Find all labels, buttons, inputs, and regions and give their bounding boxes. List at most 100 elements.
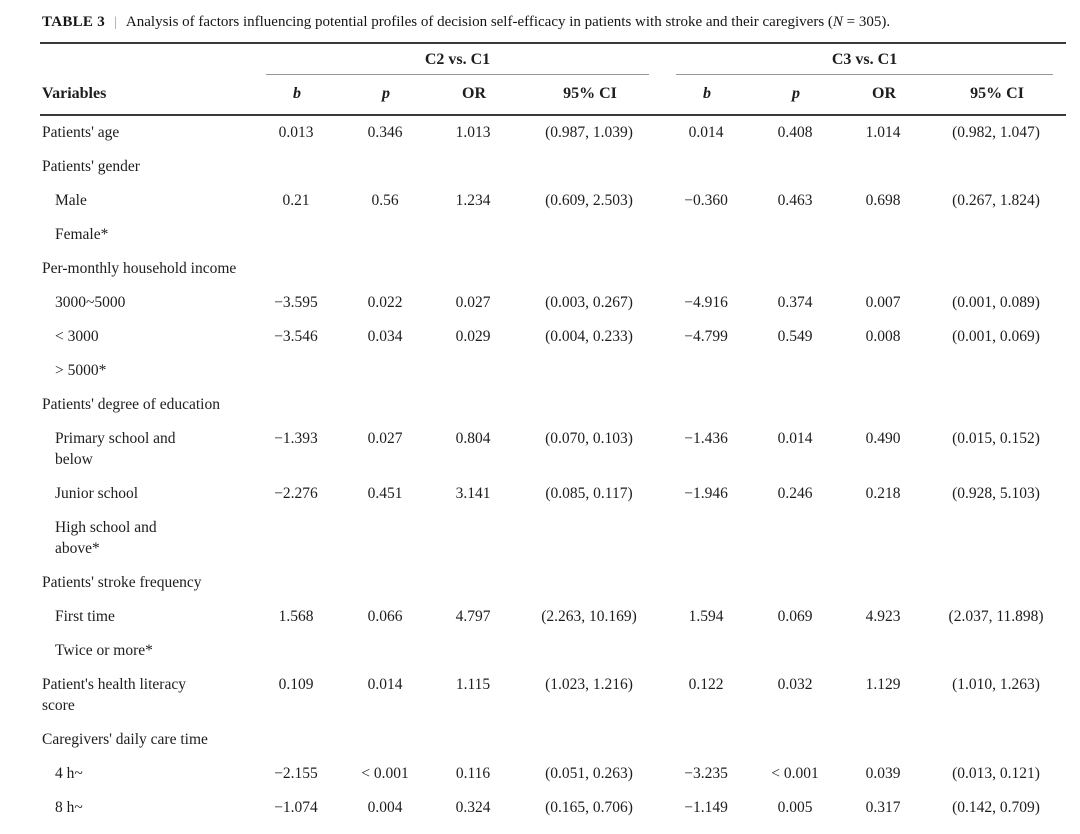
caption-separator: | <box>114 15 117 30</box>
value-cell <box>430 150 518 184</box>
value-cell <box>430 252 518 286</box>
value-cell <box>752 354 840 388</box>
value-cell <box>662 566 752 600</box>
value-cell <box>518 634 662 668</box>
variable-cell: Male <box>40 184 252 218</box>
table-caption: TABLE 3 | Analysis of factors influencing … <box>40 9 1066 42</box>
value-cell <box>928 150 1066 184</box>
col-header-ci-c3: 95% CI <box>928 76 1067 116</box>
value-cell: 0.346 <box>367 124 403 141</box>
value-cell <box>752 511 840 566</box>
variable-cell: 4 h~ <box>40 757 252 791</box>
value-cell: 1.234 <box>455 192 491 209</box>
value-cell <box>252 218 342 252</box>
group-header-c3: C3 vs. C1 <box>662 43 1066 76</box>
value-cell <box>752 150 840 184</box>
value-cell <box>840 252 928 286</box>
value-cell: −3.595 <box>274 294 318 311</box>
value-cell <box>840 218 928 252</box>
variable-label: Female* <box>55 226 109 243</box>
value-cell <box>252 566 342 600</box>
value-cell <box>342 511 430 566</box>
col-header-b-c3: b <box>662 76 753 116</box>
table-row: Patients' degree of education <box>40 388 1066 422</box>
value-cell: 1.129 <box>865 676 901 693</box>
table-row: Per-monthly household income <box>40 252 1066 286</box>
table-row: Patients' stroke frequency <box>40 566 1066 600</box>
value-cell: 3.141 <box>455 485 491 502</box>
table-row: Caregivers' daily care time <box>40 723 1066 757</box>
value-cell: < 0.001 <box>771 765 819 782</box>
value-cell: 0.034 <box>367 328 403 345</box>
variable-label: High school and above* <box>55 519 157 557</box>
variable-label: Patients' gender <box>42 158 140 175</box>
table-row: 4 h~ −2.155 < 0.001 0.116 (0.051, 0.263) −3.2… <box>40 757 1066 791</box>
table-number-label: TABLE 3 <box>42 14 106 30</box>
value-cell: (0.987, 1.039) <box>545 124 633 141</box>
value-cell <box>928 218 1066 252</box>
variable-label: Patient's health literacy score <box>42 676 186 714</box>
value-cell: (0.003, 0.267) <box>545 294 633 311</box>
value-cell <box>928 511 1066 566</box>
value-cell <box>752 252 840 286</box>
value-cell: (1.010, 1.263) <box>952 676 1040 693</box>
group-header-c2-label: C2 vs. C1 <box>266 51 650 75</box>
table-row: < 3000 −3.546 0.034 0.029 (0.004, 0.233) −4.7… <box>40 320 1066 354</box>
value-cell <box>430 388 518 422</box>
value-cell <box>662 150 752 184</box>
value-cell: 1.014 <box>865 124 901 141</box>
value-cell: 1.594 <box>688 608 724 625</box>
value-cell: (0.015, 0.152) <box>952 430 1040 447</box>
variable-cell: High school and above* <box>40 511 252 566</box>
variable-cell: > 5000* <box>40 354 252 388</box>
variable-label: Caregivers' daily care time <box>42 731 208 748</box>
variable-cell: Patients' stroke frequency <box>40 566 252 600</box>
value-cell: (0.609, 2.503) <box>545 192 633 209</box>
variable-cell: Primary school and below <box>40 422 252 477</box>
value-cell: 0.005 <box>777 799 813 816</box>
value-cell: −1.436 <box>684 430 728 447</box>
variable-label: Male <box>55 192 87 209</box>
col-header-b-c2: b <box>252 76 342 116</box>
variable-cell: Caregivers' daily care time <box>40 723 252 757</box>
value-cell: 1.013 <box>455 124 491 141</box>
value-cell <box>342 723 430 757</box>
value-cell: 0.069 <box>777 608 813 625</box>
variable-label: Patients' degree of education <box>42 396 220 413</box>
value-cell <box>430 354 518 388</box>
value-cell <box>342 566 430 600</box>
caption-text-suffix: = 305). <box>842 14 891 30</box>
value-cell <box>752 388 840 422</box>
value-cell: 0.027 <box>367 430 403 447</box>
variable-label: Patients' age <box>42 124 120 141</box>
variable-label: 8 h~ <box>55 799 83 816</box>
group-header-c3-label: C3 vs. C1 <box>676 51 1054 75</box>
value-cell <box>342 150 430 184</box>
value-cell: 0.463 <box>777 192 813 209</box>
variable-label: First time <box>55 608 115 625</box>
value-cell: −1.149 <box>684 799 728 816</box>
value-cell: (0.165, 0.706) <box>545 799 633 816</box>
col-header-ci-c2: 95% CI <box>518 76 663 116</box>
value-cell <box>342 388 430 422</box>
value-cell <box>518 566 662 600</box>
table-row: Male 0.21 0.56 1.234 (0.609, 2.503) −0.360 0.4… <box>40 184 1066 218</box>
value-cell <box>662 511 752 566</box>
value-cell: (0.982, 1.047) <box>952 124 1040 141</box>
value-cell <box>518 252 662 286</box>
value-cell <box>252 634 342 668</box>
value-cell: (0.070, 0.103) <box>545 430 633 447</box>
value-cell: 0.122 <box>688 676 724 693</box>
value-cell: 0.451 <box>367 485 403 502</box>
variable-label: 3000~5000 <box>55 294 126 311</box>
value-cell <box>840 566 928 600</box>
value-cell <box>252 252 342 286</box>
table-body: Patients' age 0.013 0.346 1.013 (0.987, 1.03… <box>40 115 1066 825</box>
col-header-p-c2: p <box>342 76 430 116</box>
group-header-c2: C2 vs. C1 <box>252 43 662 76</box>
value-cell <box>342 354 430 388</box>
table-row: Female* <box>40 218 1066 252</box>
value-cell: −2.155 <box>274 765 318 782</box>
results-table: C2 vs. C1 C3 vs. C1 Variables b p OR 95%… <box>40 42 1067 825</box>
